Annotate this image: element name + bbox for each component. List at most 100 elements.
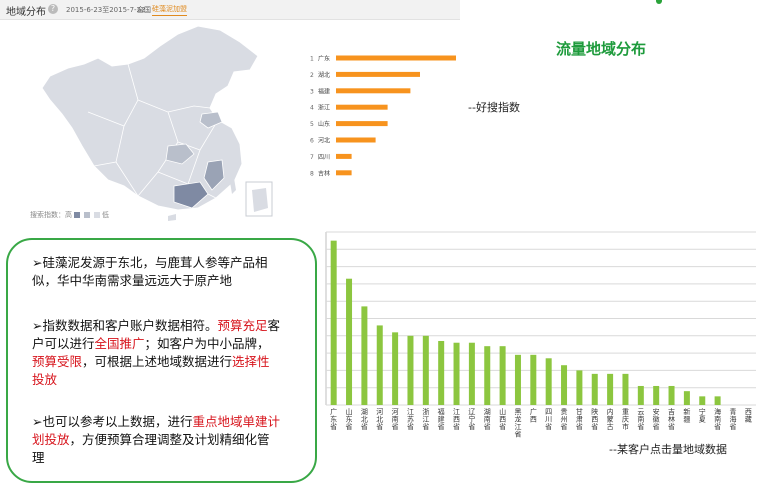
china-map bbox=[41, 25, 273, 221]
rank-bar bbox=[336, 104, 388, 110]
note-3-text: ➢也可以参考以上数据，进行 bbox=[32, 414, 193, 429]
x-tick-label: 内蒙古 bbox=[607, 407, 614, 431]
ranking-caption: --好搜指数 bbox=[468, 101, 520, 114]
x-tick-label: 四川省 bbox=[545, 408, 552, 431]
keyword-tab[interactable]: 硅藻泥加盟 bbox=[152, 4, 187, 16]
bar bbox=[576, 370, 583, 405]
x-tick-label: 海南省 bbox=[714, 407, 721, 431]
note-2: ➢指数数据和客户账户数据相符。预算充足客户可以进行全国推广；如客户为中小品牌， 预… bbox=[32, 317, 282, 389]
help-icon[interactable]: ? bbox=[48, 4, 58, 14]
rank-number: 5 bbox=[310, 121, 314, 128]
bar bbox=[714, 396, 721, 405]
bar bbox=[699, 396, 706, 405]
bar bbox=[622, 373, 629, 405]
bar bbox=[361, 306, 368, 405]
x-tick-label: 山西省 bbox=[499, 407, 506, 431]
note-2-text: ➢指数数据和客户账户数据相符。 bbox=[32, 318, 218, 333]
map-hainan bbox=[168, 214, 176, 221]
x-tick-label: 广西 bbox=[530, 407, 537, 424]
bar bbox=[668, 385, 675, 405]
map-legend: 搜索指数：高 低 bbox=[30, 210, 109, 220]
rank-number: 7 bbox=[310, 154, 314, 161]
bar bbox=[530, 354, 537, 405]
bar bbox=[607, 373, 614, 405]
rank-number: 6 bbox=[310, 138, 314, 145]
decorative-mark bbox=[656, 0, 662, 4]
page-title: 流量地域分布 bbox=[556, 40, 647, 58]
map-legend-prefix: 搜索指数： bbox=[30, 211, 65, 219]
rank-number: 1 bbox=[310, 56, 314, 63]
map-zhejiang-fujian bbox=[203, 159, 225, 191]
x-tick-label: 安徽省 bbox=[653, 407, 660, 431]
bar bbox=[376, 325, 383, 405]
note-2-text: ；如客户为中小品牌， bbox=[144, 336, 270, 351]
bar bbox=[561, 365, 568, 405]
bar bbox=[438, 340, 445, 405]
bar bbox=[453, 342, 460, 405]
rank-bar bbox=[336, 88, 411, 94]
x-tick-label: 广东省 bbox=[330, 407, 337, 431]
bar bbox=[407, 335, 414, 405]
header-bar: 地域分布 ? 2015-6-23至2015-7-22 全国 硅藻泥加盟 bbox=[0, 0, 460, 20]
legend-swatch bbox=[94, 212, 100, 218]
south-sea-islands bbox=[252, 188, 268, 212]
x-tick-label: 陕西省 bbox=[591, 407, 598, 431]
rank-region-label: 湖北 bbox=[318, 71, 330, 79]
map-taiwan bbox=[230, 178, 236, 194]
x-tick-label: 西藏 bbox=[745, 408, 752, 424]
note-3: ➢也可以参考以上数据，进行重点地域单建计划投放，方便预算合理调整及计划精细化管理 bbox=[32, 413, 282, 467]
date-range[interactable]: 2015-6-23至2015-7-22 bbox=[66, 6, 146, 14]
note-2-highlight: 选择性投放 bbox=[32, 354, 270, 387]
rank-region-label: 广东 bbox=[318, 55, 330, 63]
note-2-text: 客户可以进行 bbox=[32, 318, 281, 351]
scope-label[interactable]: 全国 bbox=[137, 6, 151, 14]
x-tick-label: 宁夏 bbox=[699, 407, 706, 424]
x-tick-label: 浙江省 bbox=[422, 407, 429, 431]
legend-swatch bbox=[74, 212, 80, 218]
bar bbox=[422, 335, 429, 405]
bar bbox=[591, 373, 598, 405]
x-tick-label: 甘肃省 bbox=[576, 407, 583, 431]
rank-bar bbox=[336, 121, 388, 127]
bar bbox=[683, 391, 690, 405]
x-tick-label: 江西省 bbox=[453, 408, 460, 431]
map-legend-high: 高 bbox=[65, 211, 72, 219]
region-click-chart: 广东省 山东省 湖北省 河北省 河南省 江苏省 浙江省 福建省 江西省 辽宁省 湖南省 山西省 黑龙江省… bbox=[325, 231, 756, 439]
rank-region-label: 山东 bbox=[318, 120, 330, 128]
south-sea-inset bbox=[245, 181, 273, 217]
bar bbox=[499, 346, 506, 405]
rank-number: 3 bbox=[310, 88, 314, 95]
bar bbox=[514, 354, 521, 405]
header-title: 地域分布 bbox=[6, 7, 46, 18]
bar bbox=[330, 240, 337, 405]
x-tick-label: 湖北省 bbox=[361, 407, 368, 431]
rank-bar bbox=[336, 170, 352, 176]
rank-region-label: 河北 bbox=[318, 137, 330, 145]
rank-bar bbox=[336, 137, 376, 143]
note-2-highlight: 预算受限 bbox=[32, 354, 83, 369]
note-3-text: ，方便预算合理调整及计划精细化管理 bbox=[32, 432, 270, 465]
rank-number: 8 bbox=[310, 170, 314, 177]
bar bbox=[653, 385, 660, 405]
bar bbox=[468, 342, 475, 405]
rank-region-label: 福建 bbox=[318, 87, 330, 95]
map-guangdong bbox=[173, 181, 209, 209]
note-1: ➢硅藻泥发源于东北，与鹿茸人参等产品相似，华中华南需求量远远大于原产地 bbox=[32, 255, 268, 288]
chart-caption: --某客户点击量地域数据 bbox=[609, 443, 727, 456]
rank-number: 4 bbox=[310, 105, 314, 112]
bar bbox=[346, 278, 353, 405]
bar bbox=[637, 385, 644, 405]
x-tick-label: 河北省 bbox=[376, 408, 383, 431]
x-tick-label: 辽宁省 bbox=[468, 408, 475, 431]
rank-bar bbox=[336, 153, 352, 159]
x-tick-label: 湖南省 bbox=[484, 407, 491, 431]
x-tick-label: 贵州省 bbox=[561, 407, 568, 431]
map-shandong bbox=[199, 111, 223, 129]
note-3-highlight: 重点地域单建计划投放 bbox=[32, 414, 280, 447]
x-tick-label: 吉林省 bbox=[668, 408, 675, 431]
x-tick-label: 新疆 bbox=[683, 407, 690, 424]
note-2-text: ，可根据上述地域数据进行 bbox=[82, 354, 233, 369]
note-2-highlight: 全国推广 bbox=[94, 336, 145, 351]
x-tick-label: 江苏省 bbox=[407, 408, 414, 431]
x-tick-label: 河南省 bbox=[392, 408, 399, 431]
